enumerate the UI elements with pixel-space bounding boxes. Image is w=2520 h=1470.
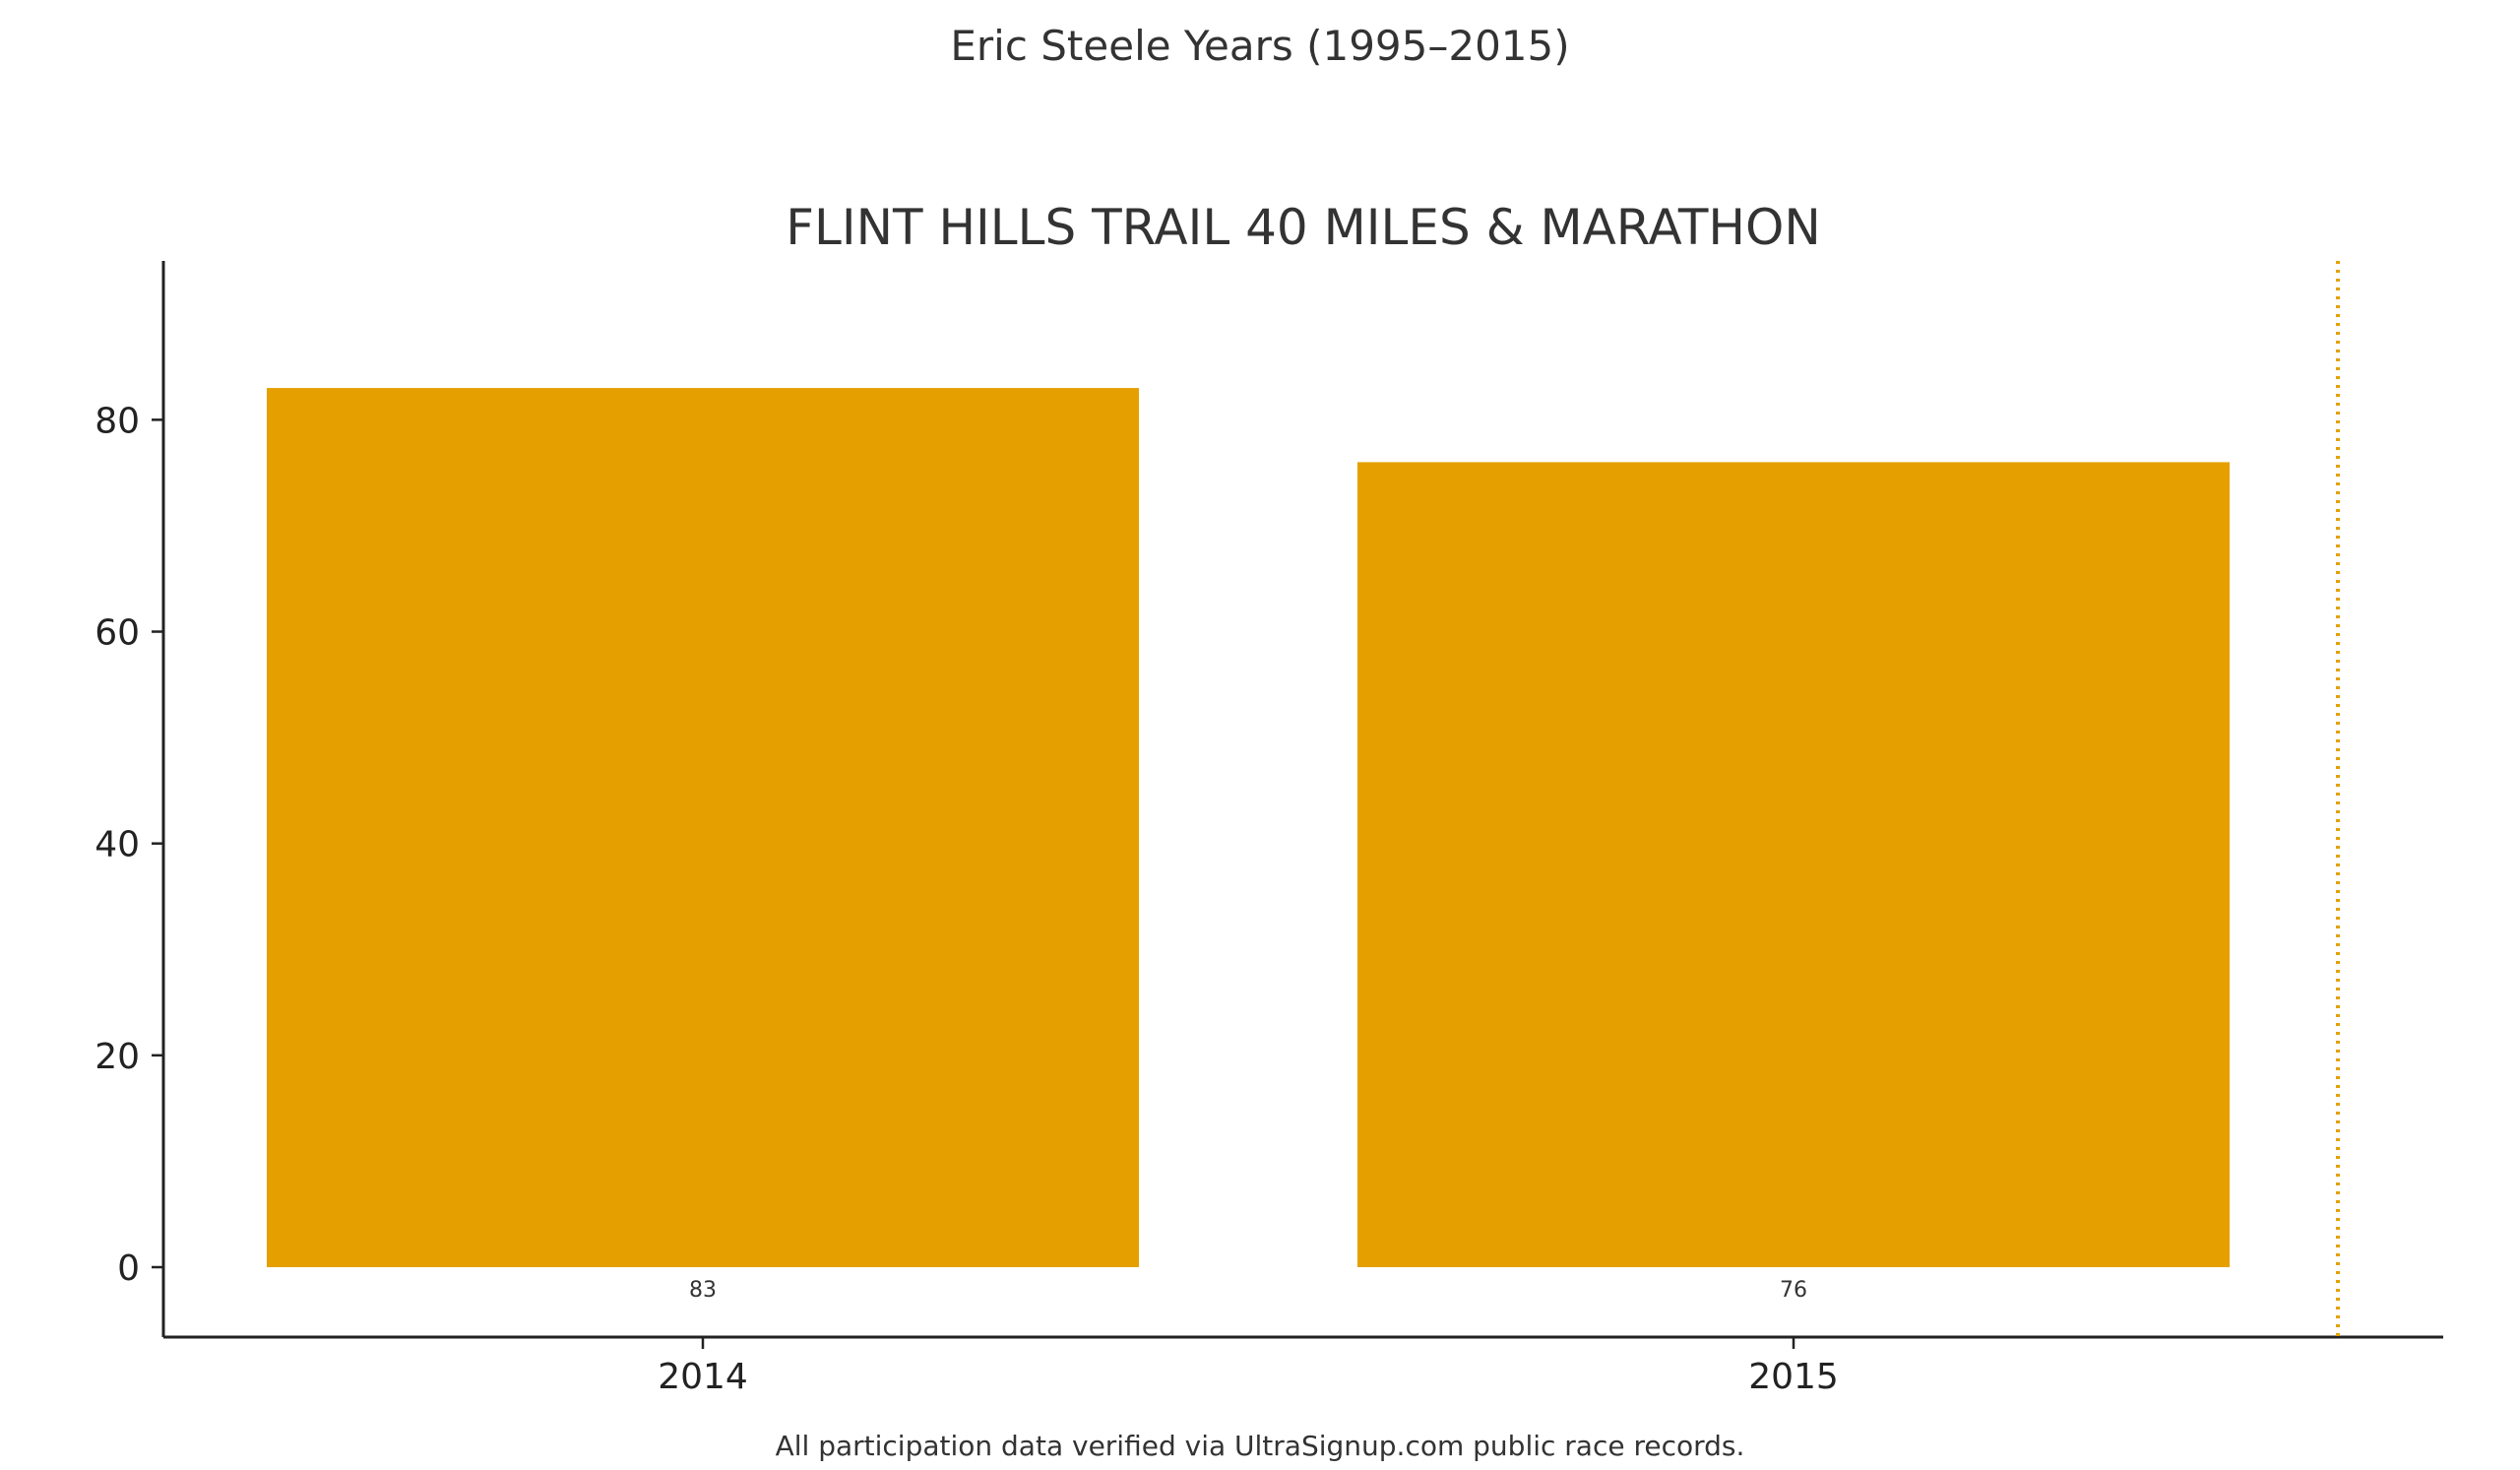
chart-title: FLINT HILLS TRAIL 40 MILES & MARATHON: [786, 199, 1821, 256]
y-tick-label: 60: [94, 613, 140, 654]
bar-2015: [1357, 462, 2230, 1267]
data-label: 76: [1780, 1278, 1807, 1303]
data-label: 83: [689, 1278, 717, 1303]
figure-suptitle: Eric Steele Years (1995–2015): [950, 22, 1570, 70]
y-axis: 0 20 40 60 80: [94, 261, 165, 1337]
y-tick-label: 40: [94, 825, 140, 865]
footnote: All participation data verified via Ultr…: [775, 1430, 1745, 1462]
y-tick-label: 0: [117, 1248, 140, 1289]
x-tick-label: 2015: [1748, 1357, 1839, 1397]
x-axis: 2014 2015: [163, 1335, 2443, 1397]
x-tick-label: 2014: [658, 1357, 748, 1397]
bar-2014: [267, 388, 1139, 1267]
y-tick-label: 80: [94, 401, 140, 441]
bars: 83 76: [267, 388, 2230, 1303]
y-tick-label: 20: [94, 1037, 140, 1077]
